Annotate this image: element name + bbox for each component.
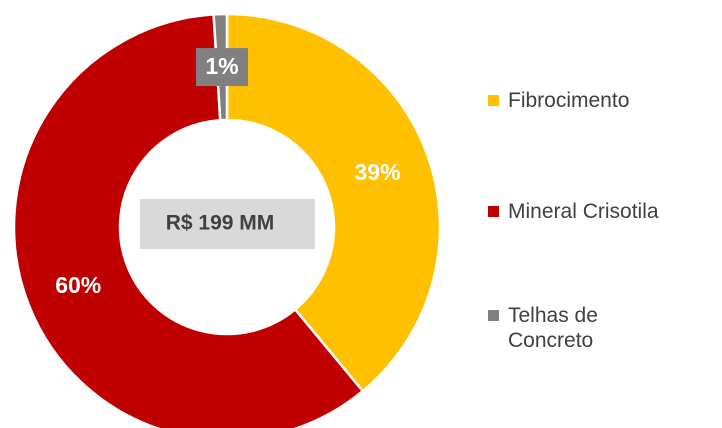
donut-slice <box>225 12 442 393</box>
center-label: R$ 199 MM <box>166 212 275 235</box>
data-label-box <box>195 48 248 87</box>
center-label-box <box>140 199 315 249</box>
data-label: 60% <box>55 272 101 298</box>
legend-label: Fibrocimento <box>508 89 630 112</box>
legend-swatch <box>488 206 499 217</box>
legend-label: Telhas de Concreto <box>508 304 598 352</box>
donut-slice <box>12 13 365 428</box>
legend-swatch <box>488 310 499 321</box>
legend-item: Fibrocimento <box>488 88 629 113</box>
legend-item: Mineral Crisotila <box>488 199 659 224</box>
data-label: 1% <box>205 53 238 79</box>
legend-item: Telhas de Concreto <box>488 303 648 353</box>
legend-swatch <box>488 95 499 106</box>
legend-label: Mineral Crisotila <box>508 200 659 223</box>
data-label: 39% <box>355 159 401 185</box>
